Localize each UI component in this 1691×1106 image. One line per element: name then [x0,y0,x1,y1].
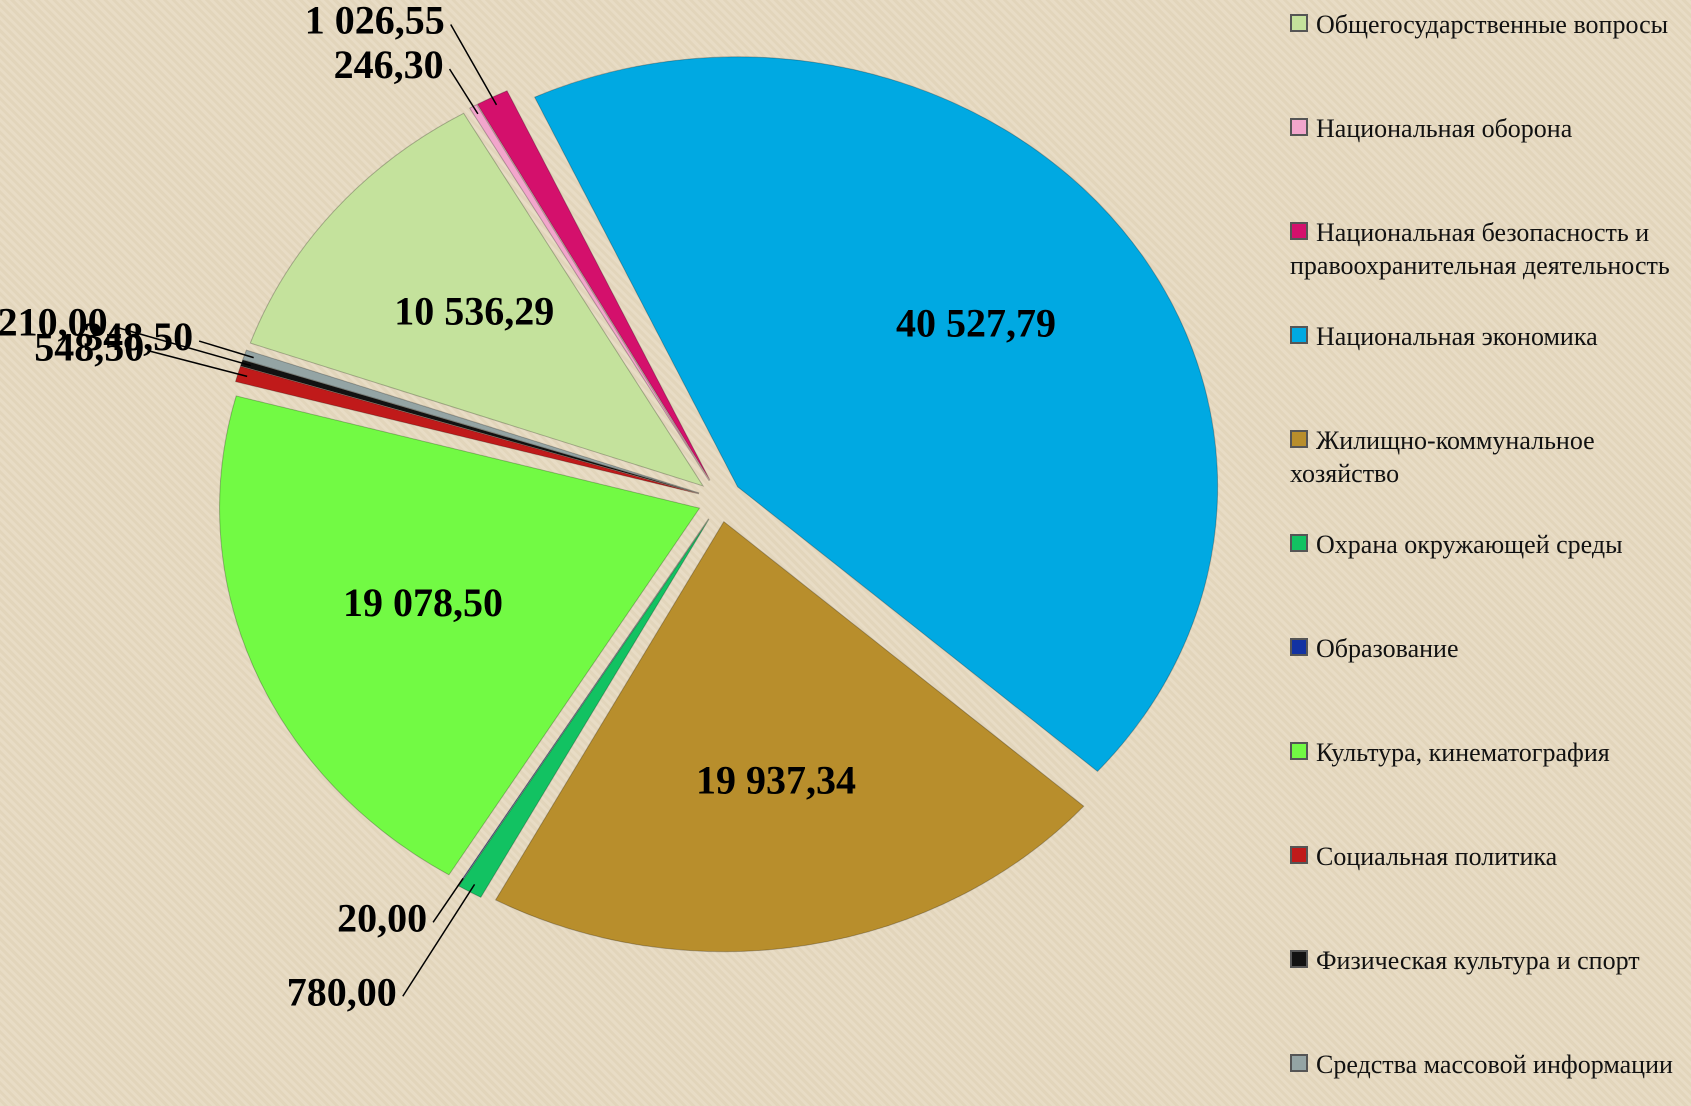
legend-swatch [1290,950,1308,968]
legend-label: Культура, кинематография [1316,738,1610,767]
leader-line [150,350,248,378]
value-label: 246,30 [334,42,444,87]
pie-slice [219,395,701,876]
legend-item: Социальная политика [1290,840,1685,873]
legend-swatch [1290,118,1308,136]
legend-item: Национальная безопасность и правоохранит… [1290,216,1685,282]
legend-swatch [1290,14,1308,32]
legend-item: Культура, кинематография [1290,736,1685,769]
legend-swatch [1290,638,1308,656]
legend-item: Национальная экономика [1290,320,1685,353]
legend-swatch [1290,742,1308,760]
legend-item: Охрана окружающей среды [1290,528,1685,561]
leader-line [402,883,476,997]
value-label: 10 536,29 [394,289,554,334]
pie-slice [533,56,1219,773]
legend-swatch [1290,1054,1308,1072]
chart: 10 536,29 246,301 026,55 40 527,79 19 937,3… [0,0,1219,1014]
legend-label: Национальная экономика [1316,322,1598,351]
legend-swatch [1290,846,1308,864]
legend-item: Образование [1290,632,1685,665]
value-label: 40 527,79 [896,300,1056,345]
pie-slice [249,112,705,487]
value-label: 19 078,50 [343,580,503,625]
legend-label: Средства массовой информации [1316,1050,1673,1079]
pie-slice [494,520,1085,953]
legend-item: Средства массовой информации [1290,1048,1685,1081]
legend-label: Охрана окружающей среды [1316,530,1623,559]
value-label: 20,00 [337,895,427,940]
legend-label: Социальная политика [1316,842,1558,871]
leader-line [113,325,251,367]
leader-line [448,68,479,115]
legend-label: Образование [1316,634,1459,663]
value-label: 548,50 [34,324,144,369]
legend-item: Национальная оборона [1290,112,1685,145]
legend-label: Физическая культура и спорт [1316,946,1640,975]
legend-item: Физическая культура и спорт [1290,944,1685,977]
legend-swatch [1290,222,1308,240]
legend-label: Общегосударственные вопросы [1316,10,1669,39]
value-label: 780,00 [287,969,397,1014]
legend-swatch [1290,430,1308,448]
value-label: 19 937,34 [696,757,856,802]
leader-line [450,24,498,106]
legend-label: Национальная безопасность и правоохранит… [1290,218,1670,280]
leader-line [198,340,254,359]
legend-item: Жилищно-коммунальное хозяйство [1290,424,1685,490]
value-label: 348,50 [83,314,193,359]
legend-label: Жилищно-коммунальное хозяйство [1290,426,1595,488]
legend-label: Национальная оборона [1316,114,1573,143]
legend-swatch [1290,326,1308,344]
legend-swatch [1290,534,1308,552]
value-label: 1 026,55 [305,0,445,43]
legend-item: Общегосударственные вопросы [1290,8,1685,41]
value-label: 210,00 [0,300,108,345]
leader-line [432,877,464,923]
